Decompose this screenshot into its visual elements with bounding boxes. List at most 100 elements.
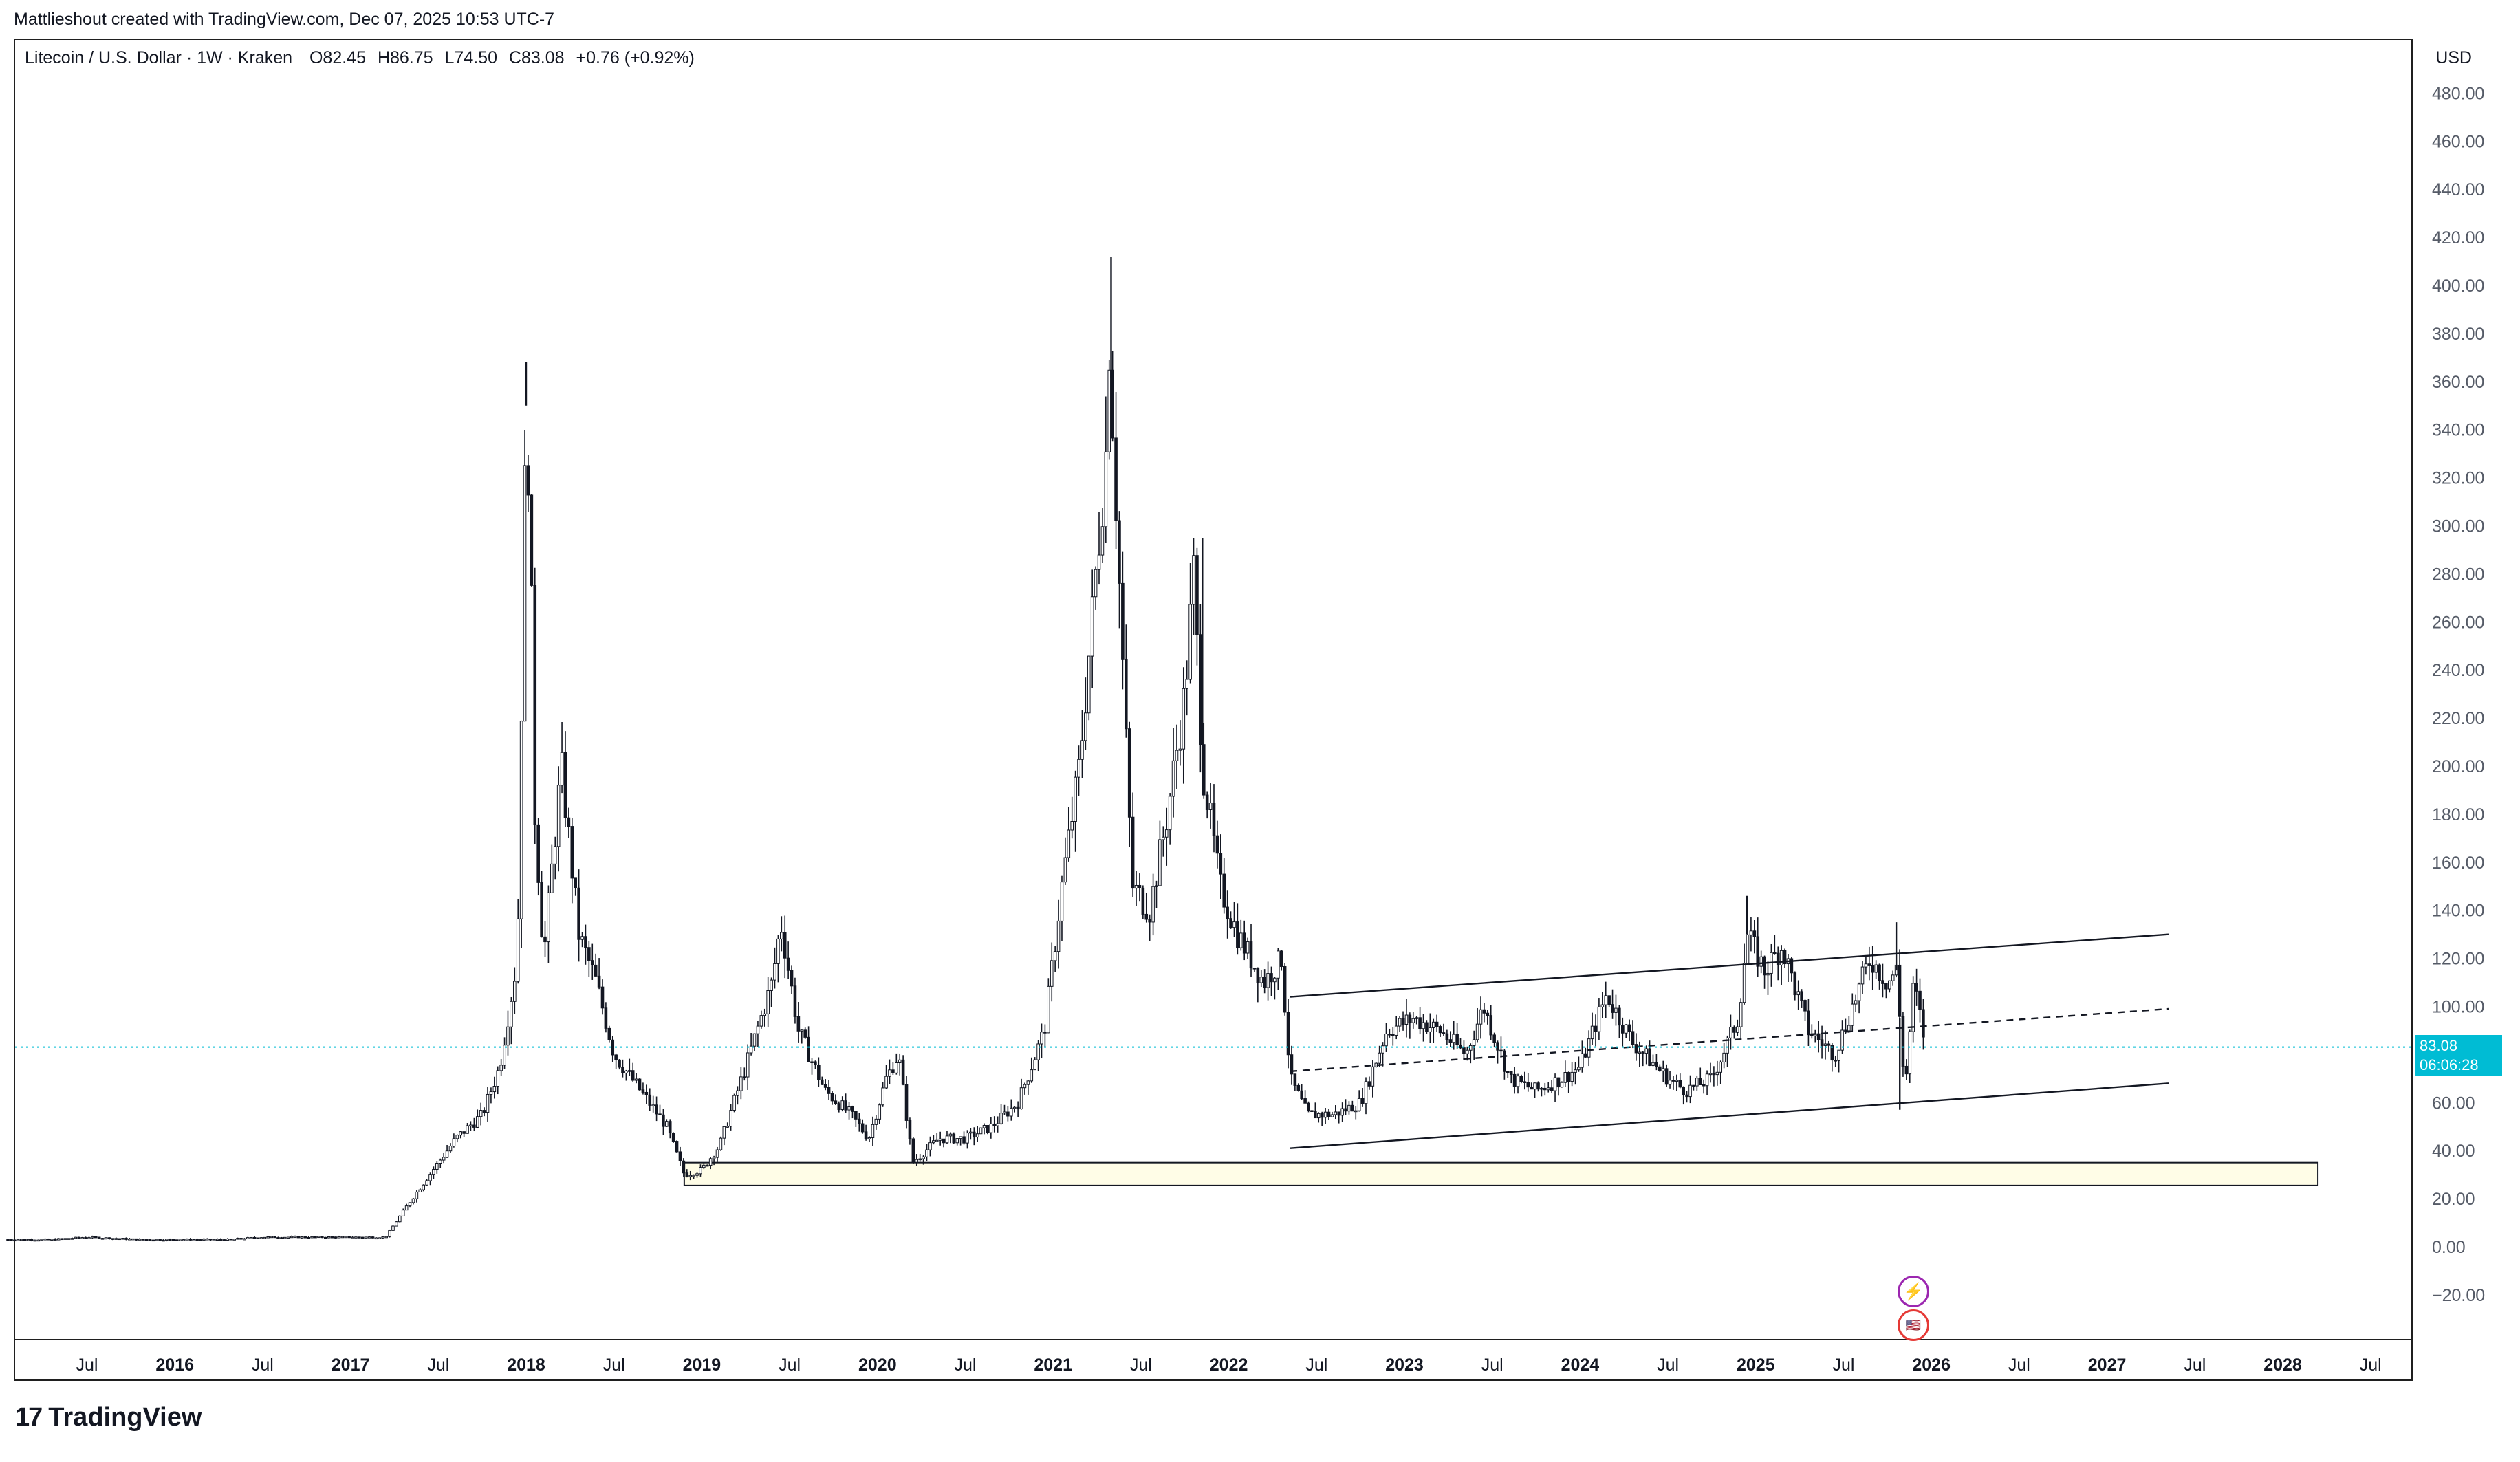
support-zone-rect[interactable]: [683, 1161, 2319, 1186]
candle-body: [800, 1029, 804, 1032]
candle-body: [982, 1125, 986, 1128]
candle-body: [334, 1236, 338, 1239]
candle-body: [1205, 794, 1209, 810]
candle-body: [499, 1065, 503, 1071]
candle-body: [553, 846, 557, 864]
candle-body: [1823, 1043, 1827, 1046]
candle-body: [1618, 1007, 1621, 1026]
candle-body: [1229, 918, 1232, 928]
candle-body: [185, 1239, 189, 1241]
candle-body: [23, 1239, 27, 1241]
candle-body: [891, 1069, 895, 1073]
candle-body: [1563, 1072, 1567, 1083]
candle-body: [857, 1118, 861, 1124]
price-tick-label: 400.00: [2432, 276, 2484, 296]
time-tick-label: Jul: [2360, 1355, 2382, 1375]
chart-legend[interactable]: Litecoin / U.S. Dollar · 1W · Kraken O82…: [25, 48, 702, 68]
time-tick-label: 2017: [332, 1355, 370, 1375]
time-tick-label: 2025: [1737, 1355, 1775, 1375]
candle-body: [1682, 1087, 1685, 1095]
candle-body: [310, 1236, 314, 1239]
candle-body: [360, 1236, 365, 1239]
candle-body: [212, 1239, 216, 1241]
candle-body: [307, 1236, 310, 1239]
candle-body: [1776, 952, 1780, 965]
channel-upper-line[interactable]: [1290, 933, 2169, 998]
candle-body: [1664, 1068, 1669, 1085]
candle-body: [1357, 1098, 1361, 1111]
candle-body: [1607, 995, 1611, 1005]
candle-body: [74, 1236, 78, 1239]
candle-body: [77, 1236, 81, 1239]
candle-body: [1307, 1102, 1310, 1111]
tradingview-logo[interactable]: 17 TradingView: [15, 1403, 202, 1432]
candle-body: [523, 465, 527, 722]
candle-body: [388, 1230, 391, 1237]
candle-body: [752, 1033, 757, 1047]
time-tick-label: 2018: [507, 1355, 545, 1375]
candle-body: [26, 1239, 30, 1241]
candle-body: [685, 1172, 689, 1177]
candle-body: [1763, 956, 1766, 976]
candle-body: [827, 1087, 831, 1094]
candle-body: [1401, 1018, 1405, 1025]
candle-body: [756, 1025, 760, 1034]
candle-body: [614, 1054, 618, 1060]
candle-body: [239, 1238, 243, 1240]
candle-body: [1533, 1082, 1536, 1090]
candle-body: [1840, 1029, 1844, 1051]
candle-body: [922, 1156, 925, 1159]
candle-body: [807, 1036, 810, 1062]
price-tick-label: 380.00: [2432, 325, 2484, 344]
candle-body: [1104, 451, 1108, 527]
candle-body: [1222, 873, 1226, 908]
time-tick-label: Jul: [2184, 1355, 2206, 1375]
candle-body: [817, 1064, 821, 1080]
candle-body: [969, 1131, 973, 1134]
candle-body: [6, 1239, 10, 1241]
candle-body: [590, 960, 594, 965]
candle-body: [594, 964, 598, 977]
candle-body: [1830, 1045, 1834, 1061]
currency-label[interactable]: USD: [2435, 48, 2472, 67]
chart-credit: Mattlieshout created with TradingView.co…: [14, 10, 555, 29]
candle-body: [1726, 1037, 1729, 1054]
candle-body: [1050, 960, 1054, 987]
candle-body: [1168, 796, 1172, 831]
candle-body: [1475, 1023, 1479, 1040]
candle-body: [1026, 1080, 1030, 1085]
candle-body: [293, 1236, 297, 1239]
channel-lower-line[interactable]: [1290, 1082, 2169, 1149]
candle-body: [739, 1076, 743, 1091]
candle-body: [536, 824, 540, 883]
price-tick-label: 180.00: [2432, 805, 2484, 825]
candle-body: [84, 1237, 87, 1239]
candle-body: [1215, 835, 1219, 854]
candle-body: [999, 1113, 1003, 1124]
candle-body: [1752, 930, 1757, 937]
candle-body: [226, 1238, 230, 1241]
candle-body: [658, 1113, 662, 1115]
price-tick-label: 480.00: [2432, 84, 2484, 103]
candle-body: [1796, 991, 1800, 996]
candle-body: [1340, 1108, 1344, 1116]
candle-body: [1232, 921, 1236, 928]
candle-body: [229, 1238, 233, 1241]
candle-body: [1012, 1106, 1017, 1109]
candle-body: [60, 1238, 64, 1241]
candle-body: [668, 1121, 672, 1134]
candle-body: [860, 1123, 865, 1133]
open-label: O: [309, 48, 323, 67]
lightning-event-icon[interactable]: ⚡: [1898, 1276, 1929, 1307]
candle-body: [688, 1175, 693, 1177]
channel-mid-line[interactable]: [1290, 1007, 2169, 1073]
symbol-title[interactable]: Litecoin / U.S. Dollar · 1W · Kraken: [25, 48, 293, 67]
candle-body: [1404, 1014, 1409, 1025]
candle-body: [482, 1110, 486, 1113]
candle-body: [1408, 1014, 1412, 1023]
candle-body: [138, 1239, 142, 1241]
candle-body: [584, 936, 587, 948]
candle-body: [1570, 1071, 1574, 1082]
us-flag-event-icon[interactable]: 🇺🇸: [1898, 1309, 1929, 1341]
